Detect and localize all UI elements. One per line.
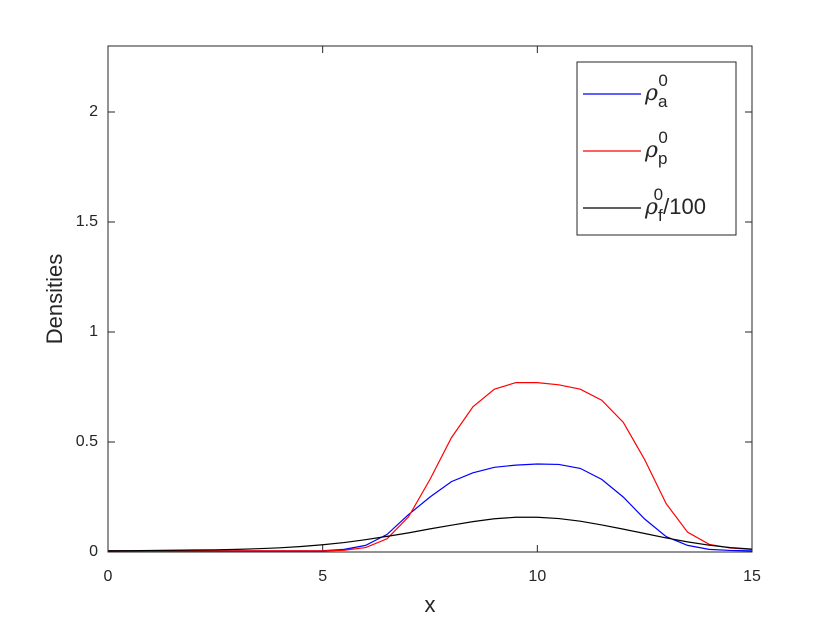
legend-box (576, 61, 737, 236)
axes-box (107, 45, 753, 553)
y-tick-label: 0.5 (76, 433, 98, 450)
x-tick-label: 0 (104, 568, 113, 585)
series-line (108, 382, 753, 552)
legend-label: ρf0/100 (644, 185, 706, 225)
y-axis-label: Densities (42, 254, 67, 344)
legend-label: ρp0 (644, 128, 668, 168)
y-tick-label: 0 (89, 543, 98, 560)
y-tick-label: 1.5 (76, 213, 98, 230)
x-axis-label: x (425, 592, 436, 617)
legend-label: ρa0 (644, 71, 668, 111)
x-tick-label: 15 (743, 568, 761, 585)
x-tick-label: 10 (528, 568, 546, 585)
y-tick-label: 1 (89, 323, 98, 340)
y-tick-label: 2 (89, 103, 98, 120)
series-line (107, 516, 753, 552)
x-tick-label: 5 (318, 568, 327, 585)
